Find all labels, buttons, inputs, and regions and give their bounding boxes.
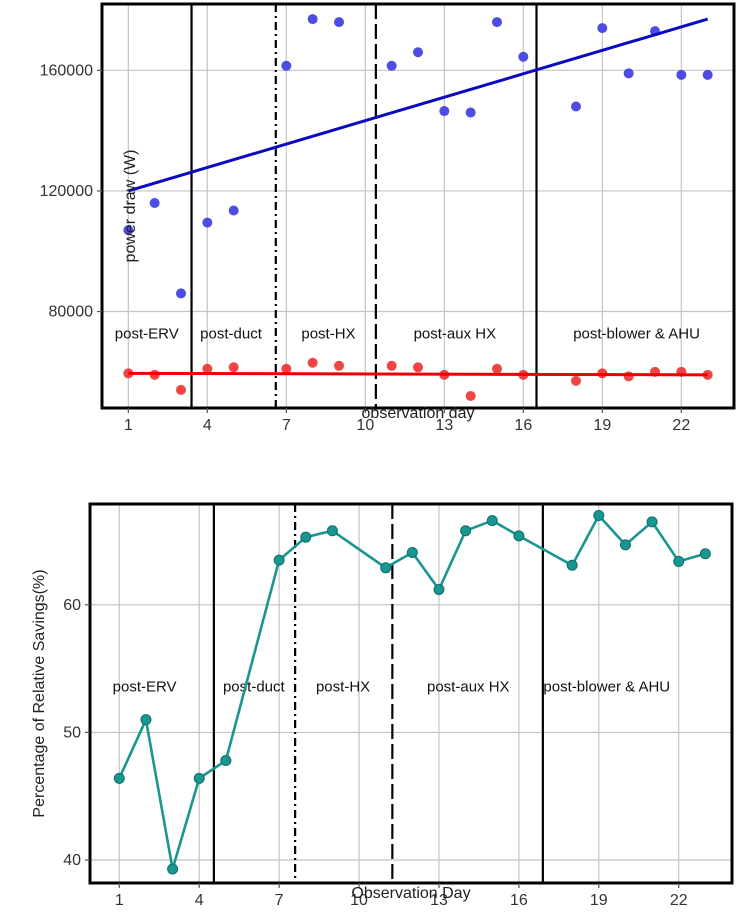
x-tick-label: 10 [350,892,368,909]
savings-data-point [220,754,232,766]
savings-data-point [380,562,392,574]
savings-data-point [167,863,179,875]
y-tick-label: 50 [63,724,81,741]
blue-data-point [281,60,292,71]
x-tick-label: 13 [430,892,448,909]
savings-data-point [193,772,205,784]
red-trend-line [128,371,708,377]
savings-data-point [433,583,445,595]
blue-data-point [571,101,581,112]
red-data-point [202,363,213,374]
blue-data-point [439,106,450,117]
x-tick-label: 13 [435,417,453,434]
blue-data-point [702,69,713,80]
x-tick-label: 22 [672,417,690,434]
red-data-point [465,390,476,401]
blue-data-point [202,217,213,228]
y-axis-title: Percentage of Relative Savings(%) [31,569,48,817]
blue-data-point [492,17,502,28]
blue-data-point [334,17,344,28]
x-tick-label: 10 [356,417,374,434]
savings-data-point [619,539,631,551]
savings-data-point [326,525,338,537]
x-tick-label: 4 [195,892,204,909]
blue-data-point [149,197,160,208]
x-tick-label: 16 [510,892,528,909]
red-data-point [386,360,397,371]
savings-data-point [699,548,711,560]
phase-label: post-HX [316,679,370,696]
phase-label: post-duct [200,326,263,343]
blue-data-point [597,23,608,34]
red-data-point [623,371,634,382]
x-tick-label: 1 [124,417,133,434]
red-data-point [571,375,581,386]
red-data-point [228,362,239,373]
x-tick-label: 7 [275,892,284,909]
red-data-point [176,384,186,395]
blue-trend-line [127,17,709,193]
savings-data-point [486,515,498,527]
phase-label: post-aux HX [414,326,497,343]
savings-data-point [646,516,658,528]
blue-data-point [465,107,476,118]
savings-data-point [140,714,152,726]
blue-data-point [518,51,529,62]
savings-data-point [513,530,525,542]
y-tick-label: 80000 [49,304,94,321]
savings-data-point [460,525,472,537]
x-axis-title: observation day [362,405,475,422]
phase-label: post-blower & AHU [573,326,700,343]
x-axis-title: Observation Day [351,885,470,902]
red-data-point [281,363,292,374]
savings-data-point [113,772,125,784]
y-tick-label: 160000 [40,62,93,79]
red-data-point [334,360,344,371]
savings-data-point [406,546,418,558]
savings-data-point [566,559,578,571]
relative-savings-chart: post-ERV post-duct post-HX post-aux HX post-… [31,502,734,909]
y-axis-title: power draw (W) [122,150,139,263]
blue-data-point [176,288,186,299]
phase-label: post-HX [301,326,355,343]
blue-data-point [307,14,318,25]
red-data-point [492,363,502,374]
red-data-point [307,357,318,368]
blue-data-point [623,68,634,79]
savings-data-point [593,509,605,521]
plot-frame [88,502,734,885]
blue-data-point [413,47,423,58]
blue-data-point [676,69,687,80]
y-tick-label: 60 [63,597,81,614]
y-tick-label: 120000 [40,183,93,200]
power-draw-chart: post-ERV post-duct post-HX post-aux HX post-… [40,2,736,434]
x-tick-label: 19 [593,417,611,434]
plot-frame [100,2,736,410]
y-tick-label: 40 [63,852,81,869]
x-tick-label: 16 [514,417,532,434]
blue-data-point [386,60,397,71]
phase-label: post-ERV [113,679,177,696]
x-tick-label: 7 [282,417,291,434]
blue-data-point [123,225,134,236]
red-data-point [413,362,423,373]
savings-data-point [300,531,312,543]
phase-label: post-blower & AHU [543,679,670,696]
savings-data-point [673,555,685,567]
x-tick-label: 1 [115,892,124,909]
x-tick-label: 22 [670,892,688,909]
savings-data-point [273,554,285,566]
x-tick-label: 19 [590,892,608,909]
phase-label: post-duct [223,679,286,696]
blue-data-point [228,205,239,216]
phase-label: post-aux HX [427,679,510,696]
x-tick-label: 4 [203,417,212,434]
phase-label: post-ERV [115,326,179,343]
